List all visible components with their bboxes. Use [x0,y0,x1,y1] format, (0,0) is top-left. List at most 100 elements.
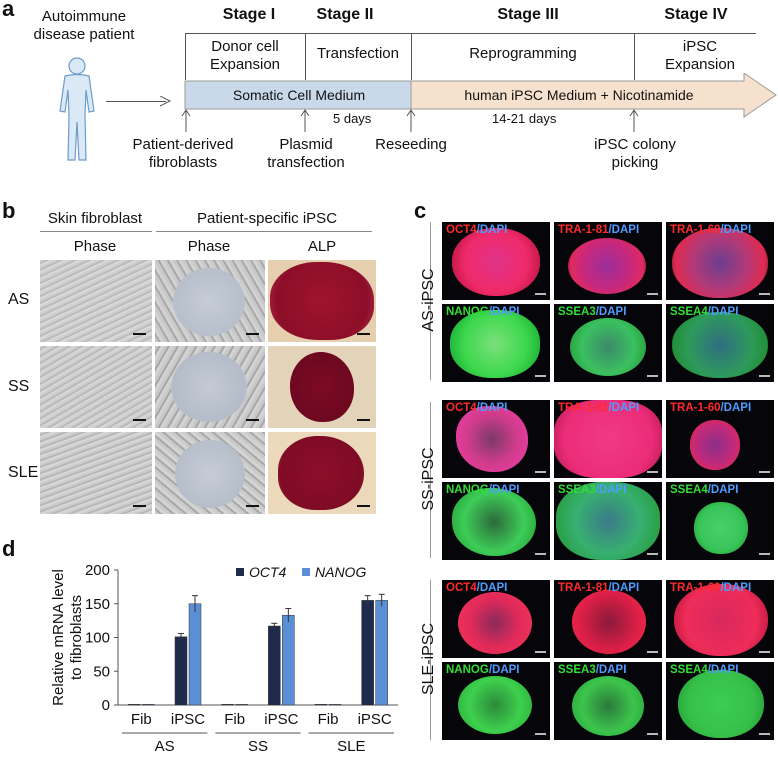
label-tra-1-81: TRA-1-81 [558,224,609,236]
x-tick-label: Fib [224,711,245,728]
bar-nanog-5 [375,600,388,706]
label-tra-1-81: TRA-1-81 [558,402,609,414]
label-oct4: OCT4 [446,224,477,236]
x-tick-label: Fib [131,711,152,728]
micrograph-as-alp [268,260,376,342]
x-tick-label: Fib [318,711,339,728]
label-ssea4: SSEA4 [670,664,708,676]
micrograph-as-ipsc-phase [155,260,265,342]
x-tick-label: iPSC [264,711,298,728]
y-tick-label: 0 [102,697,110,714]
group-label-ss: SS [248,738,268,755]
patient-label: Autoimmune disease patient [33,8,135,43]
label-dapi: /DAPI [595,484,627,496]
patient-ipsc-header: Patient-specific iPSC [196,210,338,227]
label-tra-1-60: TRA-1-60 [670,224,721,236]
panel-d-label: d [2,536,16,561]
stage-1-title: Stage I [222,6,276,23]
micrograph-sle-fibroblast-phase [40,432,152,514]
row-label-sle: SLE [8,464,39,481]
stage-4-desc: iPSC Expansion [664,38,736,73]
micrograph-ss-fibroblast-phase [40,346,152,428]
label-tra-1-60: TRA-1-60 [670,402,721,414]
legend-swatch-nanog [302,568,310,576]
label-oct4: OCT4 [446,402,477,414]
y-tick-label: 100 [85,630,110,647]
bar-nanog-3 [282,614,295,706]
panel-a-label: a [2,0,15,21]
event-reseeding: Reseeding [375,136,447,153]
bar-nanog-2 [235,704,248,706]
stage-2-title: Stage II [316,6,374,23]
y-tick-label: 50 [93,663,110,680]
bar-oct4-1 [174,636,188,706]
label-dapi: /DAPI [720,224,752,236]
mrna-bar-chart: 0 50 100 150 200 Relative mRNA level to fibrob… [50,562,398,755]
label-ssea4: SSEA4 [670,306,708,318]
group-label-ss-ipsc: SS-iPSC [420,447,437,511]
duration-5-days: 5 days [333,111,372,126]
stage-3-title: Stage III [497,6,559,23]
label-dapi: /DAPI [608,402,640,414]
bar-oct4-0 [128,704,141,706]
label-dapi: /DAPI [707,306,739,318]
ipsc-medium-label: human iPSC Medium + Nicotinamide [464,87,694,103]
y-axis-label-line-2: to fibroblasts [68,595,85,680]
stage-1-desc: Donor cell Expansion [209,38,281,73]
micrograph-ss-alp [268,346,376,428]
micrograph-ss-ipsc-phase [155,346,265,428]
legend-label-nanog: NANOG [315,564,366,580]
label-dapi: /DAPI [608,582,640,594]
label-dapi: /DAPI [720,402,752,414]
if-sle-tra-1-60: TRA-1-60/DAPI [666,580,774,658]
label-nanog: NANOG [446,306,489,318]
group-label-as: AS [155,738,175,755]
if-as-ssea3: SSEA3/DAPI [554,304,662,382]
label-dapi: /DAPI [488,484,520,496]
stage-4-title: Stage IV [664,6,728,23]
micrograph-as-fibroblast-phase [40,260,152,342]
if-sle-tra-1-81: TRA-1-81/DAPI [554,580,662,658]
patient-figure-icon [59,57,95,161]
label-nanog: NANOG [446,664,489,676]
event-plasmid-transfection: Plasmid transfection [267,136,345,171]
y-tick-label: 200 [85,562,110,579]
stage-2-desc: Transfection [317,45,399,62]
row-label-ss: SS [8,378,30,395]
row-label-as: AS [8,291,30,308]
col-phase-ipsc: Phase [187,238,231,255]
label-ssea3: SSEA3 [558,484,596,496]
label-dapi: /DAPI [595,664,627,676]
label-dapi: /DAPI [608,224,640,236]
bar-nanog-0 [142,704,155,706]
if-as-tra-1-81: TRA-1-81/DAPI [554,222,662,300]
micrograph-sle-ipsc-phase [155,432,265,514]
if-ss-ssea4: SSEA4/DAPI [666,482,774,560]
group-label-sle: SLE [337,738,365,755]
label-dapi: /DAPI [488,664,520,676]
if-as-nanog: NANOG/DAPI [442,304,550,382]
micrograph-sle-alp [268,432,376,514]
if-as-tra-1-60: TRA-1-60/DAPI [666,222,774,300]
bar-oct4-4 [314,704,328,706]
label-tra-1-60: TRA-1-60 [670,582,721,594]
bar-nanog-4 [328,704,342,706]
if-sle-ssea3: SSEA3/DAPI [554,662,662,740]
if-ss-tra-1-81: TRA-1-81/DAPI [554,400,662,478]
label-dapi: /DAPI [707,664,739,676]
if-ss-tra-1-60: TRA-1-60/DAPI [666,400,774,478]
bar-oct4-5 [361,600,374,706]
label-ssea3: SSEA3 [558,306,596,318]
duration-14-21-days: 14-21 days [492,111,557,126]
label-ssea3: SSEA3 [558,664,596,676]
x-tick-label: iPSC [358,711,392,728]
label-dapi: /DAPI [476,402,508,414]
if-ss-ssea3: SSEA3/DAPI [554,482,662,560]
label-nanog: NANOG [446,484,489,496]
bar-nanog-1 [188,603,202,706]
label-dapi: /DAPI [595,306,627,318]
bar-oct4-3 [268,625,281,706]
label-tra-1-81: TRA-1-81 [558,582,609,594]
event-arrows [181,109,639,132]
label-dapi: /DAPI [488,306,520,318]
